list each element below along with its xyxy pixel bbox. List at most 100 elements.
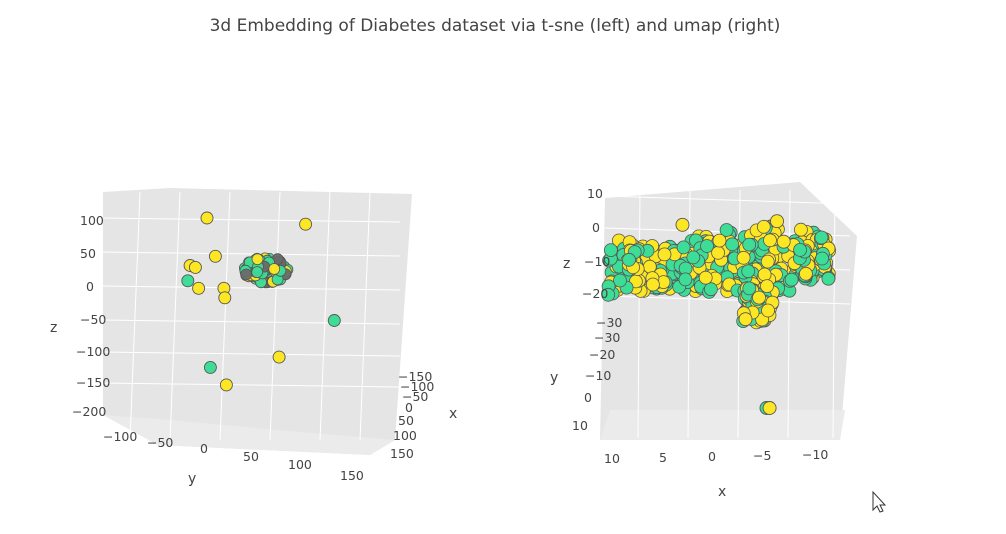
right-x-tick-0: 10 xyxy=(604,451,620,466)
right-cluster-point xyxy=(784,272,799,287)
left-x-tick-0: −150 xyxy=(398,369,432,384)
right-y-tick-4: 10 xyxy=(572,418,588,433)
right-z-tick-3: −20 xyxy=(582,286,608,301)
right-floor xyxy=(600,410,845,440)
right-x-tick-4: −10 xyxy=(802,447,828,462)
left-point-4 xyxy=(188,260,202,274)
left-point-12 xyxy=(219,378,233,392)
right-cluster-point xyxy=(646,277,660,292)
right-z-axis-label: z xyxy=(563,256,570,272)
right-z-tick-0: 10 xyxy=(587,186,603,201)
right-cluster-point xyxy=(604,243,618,258)
right-cluster-point xyxy=(763,233,777,248)
right-x-tick-2: 0 xyxy=(708,449,716,464)
right-tick-labels: 10 0 −10 −20 −30−30 −20 −10 0 10 10 5 0 −5 −10 xyxy=(572,186,828,466)
left-point-11 xyxy=(203,360,217,374)
left-x-tick-4: 50 xyxy=(398,413,414,428)
mouse-cursor-icon xyxy=(872,490,887,513)
right-cluster-point xyxy=(799,266,813,281)
right-cluster-point xyxy=(601,287,616,302)
right-cluster-point xyxy=(760,254,775,269)
right-cluster-point xyxy=(704,282,718,297)
left-x-tick-1: −100 xyxy=(400,379,434,394)
left-point-10 xyxy=(272,350,286,364)
left-point-0 xyxy=(200,211,214,225)
right-cluster-point xyxy=(757,267,772,282)
left-y-tick-5: 150 xyxy=(340,468,364,483)
left-z-tick-4: −100 xyxy=(76,344,110,359)
left-floor xyxy=(103,415,395,455)
right-cluster-point xyxy=(698,270,713,285)
right-cluster-point xyxy=(712,233,727,248)
left-x-tick-5: 100 xyxy=(393,428,417,443)
left-x-tick-2: −50 xyxy=(402,389,428,404)
umap-scene[interactable]: 10 0 −10 −20 −30−30 −20 −10 0 10 10 5 0 −5 −10 x y z xyxy=(550,182,857,500)
left-z-tick-5: −150 xyxy=(76,375,110,390)
right-cluster-point xyxy=(756,219,771,234)
left-cluster-point xyxy=(251,253,264,266)
right-point-4 xyxy=(762,401,777,415)
right-x-axis-label: x xyxy=(718,484,726,500)
left-cluster-point xyxy=(251,266,264,279)
right-cluster-point xyxy=(742,237,757,252)
right-point-1 xyxy=(770,214,784,229)
left-x-tick-3: 0 xyxy=(405,400,413,415)
right-cluster-point xyxy=(793,242,807,257)
right-cluster-point xyxy=(711,245,725,260)
right-cluster-point xyxy=(676,240,691,255)
right-y-tick-3: 0 xyxy=(584,390,592,405)
left-z-tick-1: 50 xyxy=(80,246,96,261)
right-cluster-point xyxy=(725,237,740,252)
right-y-axis-label: y xyxy=(550,370,558,386)
right-cluster-point xyxy=(736,250,751,265)
left-point-6 xyxy=(192,281,206,295)
left-point-5 xyxy=(181,274,195,288)
right-point-2 xyxy=(738,312,753,327)
right-cluster-point xyxy=(686,250,701,265)
left-dense-cluster xyxy=(238,252,294,289)
left-z-tick-6: −200 xyxy=(72,404,106,419)
left-z-tick-3: −50 xyxy=(80,312,106,327)
left-points xyxy=(181,211,341,392)
right-points xyxy=(675,214,784,415)
right-cluster-point xyxy=(761,303,775,318)
left-back-wall xyxy=(103,188,412,455)
left-x-axis-label: x xyxy=(449,406,457,422)
right-cluster-point xyxy=(657,247,672,262)
left-point-9 xyxy=(327,314,341,327)
right-y-tick-0: −30 xyxy=(594,330,620,345)
right-cluster-point xyxy=(821,271,836,286)
right-cluster-point xyxy=(622,252,636,267)
right-cluster-point xyxy=(613,273,627,288)
right-cluster-point xyxy=(742,281,757,296)
right-z-tick-4: −30 xyxy=(596,315,622,330)
left-cluster-point xyxy=(240,268,253,281)
right-cluster-point xyxy=(760,279,774,294)
left-y-tick-3: 50 xyxy=(243,449,259,464)
right-cluster-point xyxy=(752,290,766,305)
right-z-tick-2: −10 xyxy=(584,254,610,269)
left-x-tick-6: 150 xyxy=(390,446,414,461)
right-cluster-point xyxy=(700,239,714,253)
right-cluster-point xyxy=(814,230,829,245)
chart-title: 3d Embedding of Diabetes dataset via t-s… xyxy=(209,16,781,36)
right-cluster-point xyxy=(794,222,808,237)
left-y-tick-2: 0 xyxy=(200,441,208,456)
right-cluster-point xyxy=(719,223,734,237)
left-point-2 xyxy=(208,249,222,263)
left-point-1 xyxy=(299,217,313,231)
left-y-tick-1: −50 xyxy=(147,435,173,450)
left-z-axis-label: z xyxy=(50,320,57,336)
right-cluster-point xyxy=(741,264,756,279)
right-x-tick-3: −5 xyxy=(753,448,771,463)
right-cluster-point xyxy=(678,272,693,287)
left-y-axis-label: y xyxy=(188,471,196,487)
right-y-tick-1: −20 xyxy=(589,347,615,362)
left-y-tick-4: 100 xyxy=(288,457,312,472)
left-cluster-point xyxy=(268,263,281,275)
left-y-tick-0: −100 xyxy=(103,429,137,444)
left-z-tick-0: 100 xyxy=(80,213,104,228)
right-x-tick-1: 5 xyxy=(659,450,667,465)
